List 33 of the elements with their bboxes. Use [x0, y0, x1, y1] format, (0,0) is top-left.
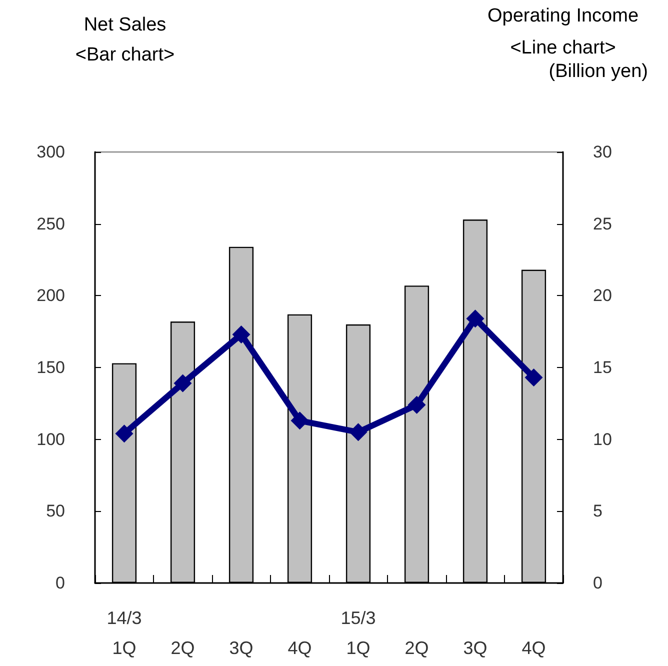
x-tick-label: 3Q [229, 638, 254, 658]
x-tick-label: 4Q [522, 638, 546, 658]
y2-tick-label: 5 [593, 502, 602, 521]
y2-tick-label: 25 [593, 214, 612, 234]
x-tick-label: 14/3 1Q [106, 608, 142, 658]
y-tick-label: 0 [56, 574, 65, 592]
y2-tick-label: 20 [593, 286, 612, 306]
x-tick-label: 4Q [288, 638, 312, 658]
text: (Billion yen) [548, 61, 648, 82]
x-tick-label: 3Q [463, 638, 488, 658]
y-tick-label: 250 [36, 214, 65, 234]
y-tick-label: 100 [36, 430, 65, 449]
y2-tick-label: 30 [593, 142, 612, 162]
x-tick-label: 2Q [404, 638, 429, 658]
point [408, 396, 426, 414]
x-tick-label: 15/3 1Q [340, 608, 376, 658]
y2-tick-label: 10 [593, 430, 612, 449]
y2-tick-label: 15 [593, 358, 612, 377]
point [232, 325, 250, 344]
y-tick-label: 150 [36, 358, 65, 377]
y-tick-label: 200 [36, 286, 65, 306]
point [349, 423, 368, 442]
y-tick-label: 50 [46, 502, 65, 521]
point [174, 374, 192, 392]
y2-axis-title: Operating Income <Line chart> [487, 6, 639, 58]
y-axis-title: Net Sales <Bar chart> [75, 14, 175, 66]
y2-tick-label: 0 [593, 574, 602, 592]
point [290, 412, 309, 430]
point [524, 368, 543, 387]
point [115, 424, 134, 443]
x-tick-label: 2Q [170, 638, 195, 658]
point [466, 310, 484, 328]
y-tick-label: 300 [36, 142, 65, 162]
